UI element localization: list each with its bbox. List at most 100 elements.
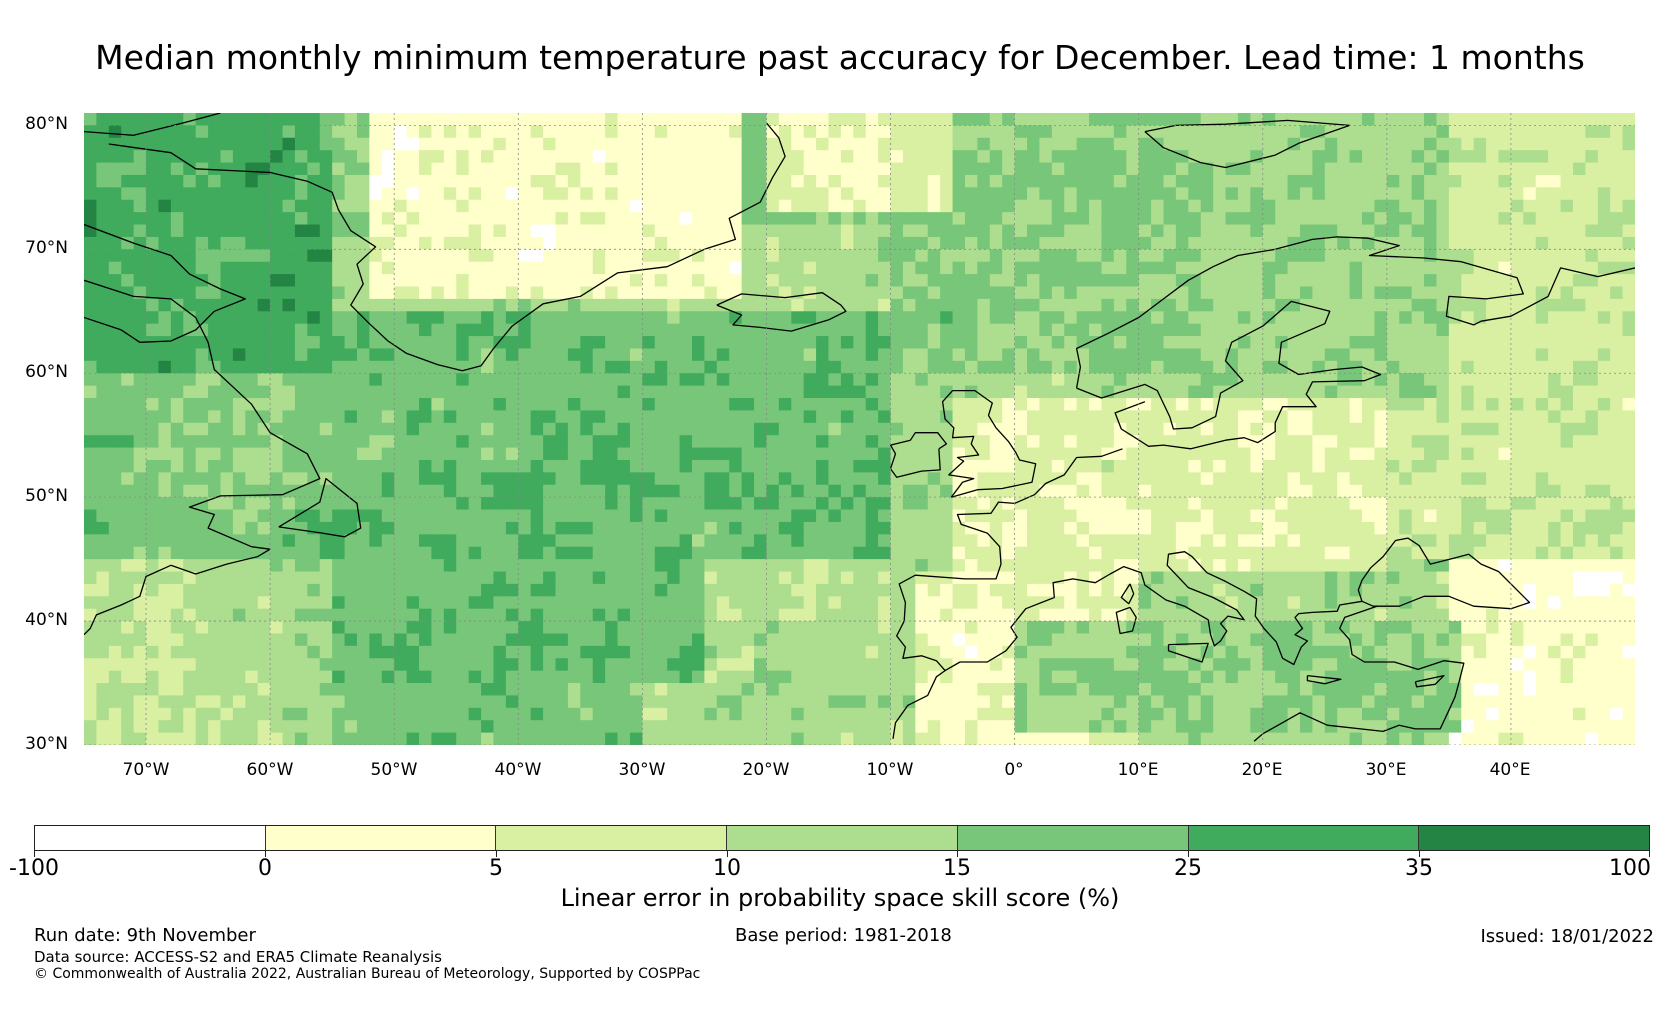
skill-cell (729, 422, 743, 436)
skill-cell (1262, 410, 1276, 424)
skill-cell (146, 521, 160, 535)
skill-cell (1237, 360, 1251, 374)
skill-cell (1151, 199, 1165, 213)
skill-cell (729, 249, 743, 263)
skill-cell (716, 497, 730, 511)
skill-cell (481, 187, 495, 201)
skill-cell (1610, 435, 1624, 449)
skill-cell (1163, 113, 1177, 126)
skill-cell (902, 410, 916, 424)
skill-cell (431, 286, 445, 300)
skill-cell (1014, 125, 1028, 139)
skill-cell (282, 373, 296, 387)
skill-cell (1312, 546, 1326, 560)
skill-cell (1188, 385, 1202, 399)
skill-cell (406, 385, 420, 399)
skill-cell (567, 187, 581, 201)
skill-cell (1448, 559, 1462, 573)
skill-cell (1535, 435, 1549, 449)
skill-cell (282, 199, 296, 213)
skill-cell (1324, 113, 1338, 126)
skill-cell (518, 298, 532, 312)
skill-cell (493, 199, 507, 213)
skill-cell (356, 571, 370, 585)
skill-cell (840, 360, 854, 374)
skill-cell (481, 410, 495, 424)
skill-cell (158, 373, 172, 387)
skill-cell (456, 311, 470, 325)
skill-cell (1362, 484, 1376, 498)
skill-cell (170, 509, 184, 523)
skill-cell (1275, 199, 1289, 213)
skill-cell (716, 360, 730, 374)
skill-cell (605, 150, 619, 164)
skill-cell (1151, 546, 1165, 560)
skill-cell (642, 521, 656, 535)
skill-cell (183, 174, 197, 188)
skill-cell (1349, 459, 1363, 473)
skill-cell (555, 422, 569, 436)
skill-cell (307, 236, 321, 250)
skill-cell (84, 534, 98, 548)
skill-cell (1014, 571, 1028, 585)
skill-cell (543, 447, 557, 461)
skill-cell (1213, 212, 1227, 226)
skill-cell (96, 125, 110, 139)
skill-cell (778, 484, 792, 498)
skill-cell (381, 472, 395, 486)
skill-cell (1622, 298, 1635, 312)
skill-cell (704, 596, 718, 610)
skill-cell (940, 174, 954, 188)
skill-cell (977, 546, 991, 560)
skill-cell (1362, 497, 1376, 511)
skill-cell (667, 286, 681, 300)
skill-cell (902, 422, 916, 436)
skill-cell (605, 212, 619, 226)
skill-cell (766, 249, 780, 263)
skill-cell (257, 534, 271, 548)
skill-cell (1523, 298, 1537, 312)
skill-cell (865, 484, 879, 498)
skill-cell (220, 323, 234, 337)
skill-cell (878, 360, 892, 374)
skill-cell (592, 174, 606, 188)
skill-cell (1312, 286, 1326, 300)
skill-cell (245, 125, 259, 139)
skill-cell (1436, 323, 1450, 337)
skill-cell (741, 298, 755, 312)
skill-cell (754, 497, 768, 511)
skill-cell (195, 150, 209, 164)
skill-cell (716, 199, 730, 213)
skill-cell (940, 311, 954, 325)
skill-cell (1337, 385, 1351, 399)
skill-cell (468, 521, 482, 535)
skill-cell (1610, 199, 1624, 213)
skill-cell (778, 546, 792, 560)
skill-cell (1312, 150, 1326, 164)
skill-cell (927, 125, 941, 139)
skill-cell (1473, 274, 1487, 288)
skill-cell (1237, 236, 1251, 250)
skill-cell (170, 571, 184, 585)
skill-cell (1535, 298, 1549, 312)
skill-cell (1473, 261, 1487, 275)
skill-cell (1399, 559, 1413, 573)
skill-cell (406, 212, 420, 226)
skill-cell (1374, 261, 1388, 275)
skill-cell (679, 534, 693, 548)
skill-cell (1486, 323, 1500, 337)
skill-cell (1188, 509, 1202, 523)
skill-cell (1349, 571, 1363, 585)
skill-cell (1374, 385, 1388, 399)
skill-cell (344, 187, 358, 201)
skill-cell (1051, 373, 1065, 387)
skill-cell (208, 385, 222, 399)
skill-cell (468, 336, 482, 350)
skill-cell (220, 410, 234, 424)
skill-cell (1498, 336, 1512, 350)
skill-cell (865, 509, 879, 523)
skill-cell (245, 373, 259, 387)
skill-cell (1622, 174, 1635, 188)
skill-cell (1175, 472, 1189, 486)
skill-cell (543, 311, 557, 325)
